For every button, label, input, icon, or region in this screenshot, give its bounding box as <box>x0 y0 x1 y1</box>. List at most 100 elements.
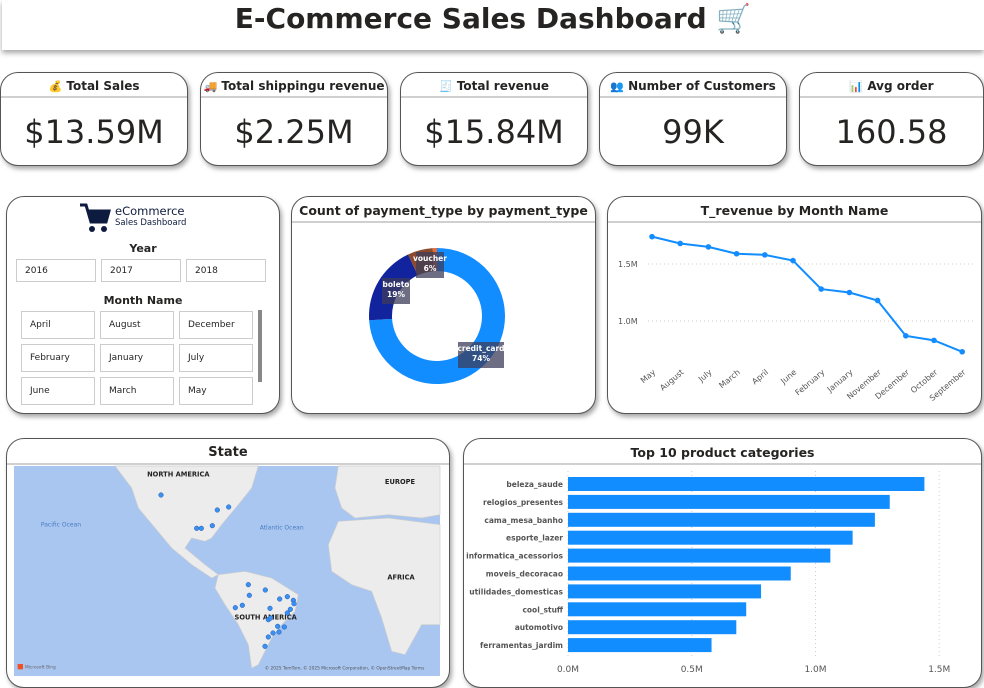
data-point[interactable] <box>677 240 683 247</box>
line-chart: 1.0M 1.5M May August July March April JuneFebru… <box>618 233 973 403</box>
state-marker[interactable] <box>275 623 281 629</box>
x-tick-label: February <box>794 367 827 397</box>
year-option[interactable]: 2017 <box>101 259 181 282</box>
state-marker[interactable] <box>262 643 268 649</box>
month-option[interactable]: June <box>21 377 95 405</box>
state-marker[interactable] <box>277 596 283 602</box>
bar[interactable] <box>568 620 737 635</box>
x-tick-label: July <box>696 367 714 384</box>
slice-percent: 19% <box>387 290 405 299</box>
data-point[interactable] <box>959 348 965 355</box>
month-option[interactable]: March <box>100 377 174 405</box>
month-option[interactable]: December <box>179 311 253 339</box>
state-marker[interactable] <box>194 525 200 531</box>
month-option[interactable]: August <box>100 311 174 339</box>
bar[interactable] <box>568 494 890 509</box>
state-marker[interactable] <box>199 525 205 531</box>
landmass <box>114 465 260 579</box>
month-option[interactable]: April <box>21 311 95 339</box>
kpi-value: 160.58 <box>835 113 948 151</box>
state-marker[interactable] <box>210 523 216 529</box>
state-marker[interactable] <box>291 601 297 607</box>
data-point[interactable] <box>818 286 824 292</box>
state-marker[interactable] <box>226 504 232 510</box>
kpi-value: 99K <box>662 113 724 151</box>
state-marker[interactable] <box>247 592 253 598</box>
bar[interactable] <box>568 602 747 617</box>
kpi-card: 📊 Avg order 160.58 <box>799 72 984 166</box>
bar[interactable] <box>568 512 875 527</box>
month-option[interactable]: January <box>100 344 174 372</box>
category-label: cool_stuff <box>522 605 563 614</box>
kpi-label: Total revenue <box>456 79 550 93</box>
category-label: beleza_saude <box>506 480 563 489</box>
microsoft-logo-icon <box>17 664 24 670</box>
state-marker[interactable] <box>240 602 246 608</box>
landmass <box>334 465 441 519</box>
bar[interactable] <box>568 530 853 545</box>
state-marker[interactable] <box>158 492 164 498</box>
landmass <box>328 517 441 656</box>
chart-title: T_revenue by Month Name <box>608 197 981 223</box>
map-label: AFRICA <box>388 573 416 581</box>
money-bag-icon: 💰 <box>48 80 63 93</box>
state-marker[interactable] <box>267 605 273 611</box>
month-option[interactable]: July <box>179 344 253 372</box>
data-point[interactable] <box>762 252 768 258</box>
bar[interactable] <box>568 548 831 563</box>
state-marker[interactable] <box>215 507 221 513</box>
shopping-cart-icon: 🛒 <box>716 2 752 35</box>
bar-chart-icon: 📊 <box>849 80 864 93</box>
data-point[interactable] <box>903 333 909 339</box>
data-point[interactable] <box>790 257 796 264</box>
slice-label: credit_card <box>457 344 504 353</box>
data-point[interactable] <box>874 297 881 304</box>
month-option[interactable]: February <box>21 344 95 372</box>
month-option[interactable]: May <box>179 377 253 405</box>
state-marker[interactable] <box>263 587 269 593</box>
state-marker[interactable] <box>266 634 272 640</box>
data-point[interactable] <box>733 250 740 257</box>
bar[interactable] <box>568 638 712 653</box>
bar[interactable] <box>568 566 791 581</box>
map-canvas[interactable]: NORTH AMERICA EUROPE AFRICA SOUTH AMERICA Pa… <box>6 438 450 681</box>
data-label-bg <box>416 252 444 278</box>
state-marker[interactable] <box>285 594 291 600</box>
slice-label: voucher <box>413 254 447 263</box>
bar[interactable] <box>568 584 762 599</box>
kpi-value: $2.25M <box>234 113 354 151</box>
state-marker[interactable] <box>246 582 252 588</box>
map-label: Atlantic Ocean <box>260 525 304 532</box>
top-categories-chart: Top 10 product categories 0.0M 0.5M 1.0M 1.… <box>463 438 982 688</box>
year-option[interactable]: 2016 <box>16 259 96 282</box>
bar[interactable] <box>568 477 925 491</box>
state-marker[interactable] <box>268 615 274 621</box>
data-point[interactable] <box>705 244 712 250</box>
kpi-label: Number of Customers <box>628 79 776 93</box>
map-label: NORTH AMERICA <box>147 471 210 479</box>
year-option[interactable]: 2018 <box>186 259 266 282</box>
state-marker[interactable] <box>282 624 288 630</box>
kpi-label: Total shippingu revenue <box>221 79 385 93</box>
state-marker[interactable] <box>285 610 291 616</box>
x-tick-label: 0.5M <box>681 665 703 675</box>
category-label: utilidades_domesticas <box>469 587 563 596</box>
bing-credit: Microsoft Bing <box>25 665 56 671</box>
data-point[interactable] <box>931 337 937 344</box>
state-marker[interactable] <box>276 629 282 635</box>
data-point[interactable] <box>649 233 655 240</box>
x-tick-label: June <box>778 368 798 387</box>
y-tick-label: 1.0M <box>618 317 638 326</box>
state-marker[interactable] <box>270 630 276 636</box>
slice-label: boleto <box>383 280 410 289</box>
map-attribution[interactable]: © 2025 TomTom, © 2025 Microsoft Corporat… <box>265 664 425 671</box>
data-point[interactable] <box>846 289 853 296</box>
scrollbar[interactable] <box>258 310 262 382</box>
dashboard-header: E-Commerce Sales Dashboard 🛒 <box>2 0 984 50</box>
state-marker[interactable] <box>288 606 294 612</box>
state-marker[interactable] <box>233 605 239 611</box>
chart-title: State <box>7 439 449 465</box>
kpi-card: 🚚 Total shippingu revenue $2.25M <box>200 72 388 166</box>
bar-chart: 0.0M 0.5M 1.0M 1.5M beleza_saude relogios_pre… <box>466 471 950 675</box>
